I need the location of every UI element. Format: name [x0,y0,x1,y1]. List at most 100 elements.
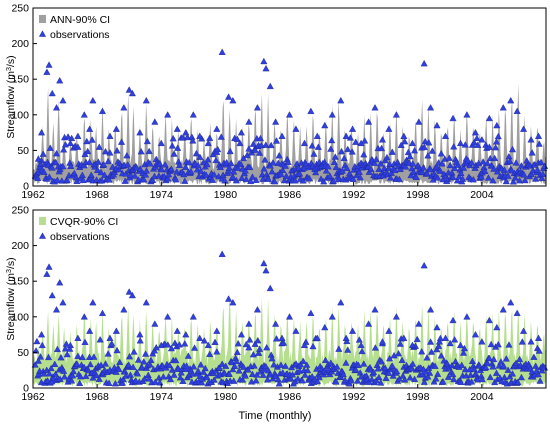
observation-point [210,376,218,383]
observation-point [225,164,233,171]
observation-point [468,378,476,385]
observation-point [419,168,427,175]
panel-2: 0 50 100 150 200 250 1962 1968 1974 1980 1986 1992 1… [5,205,549,403]
observation-point [40,168,48,175]
observation-point [104,157,112,165]
observation-point [167,344,175,352]
observation-point [175,341,183,348]
observation-peak-point [371,104,379,111]
observation-peak-point [266,284,274,292]
observation-point [354,361,362,369]
y-tick-label: 0 [23,383,29,395]
observation-point [378,144,386,152]
observation-point [395,175,403,183]
observation-point [477,173,485,180]
observation-point [129,363,137,370]
observation-point [474,141,482,148]
observation-point [532,175,540,182]
observation-point [143,137,151,145]
observation-point [291,177,299,184]
y-tick-label: 100 [11,311,29,323]
observation-point [375,165,383,172]
observation-peak-point [378,136,387,143]
observation-point [221,177,229,184]
observation-point [134,356,142,363]
legend-observations-label: observations [50,231,110,243]
observation-point [532,362,540,369]
observation-point [517,162,525,169]
observation-point [303,361,311,368]
observation-point [234,164,242,171]
observation-point [486,154,494,162]
observation-point [423,354,431,361]
observation-point [272,335,281,342]
observation-point [213,348,221,355]
observation-point [113,346,121,354]
observation-point [332,378,340,385]
observation-point [424,373,432,380]
observation-point [146,361,154,368]
observation-point [108,340,116,347]
observation-point [119,375,127,383]
observation-point [535,140,543,147]
observation-peak-point [38,330,46,338]
observation-peak-point [313,132,321,139]
observation-peak-point [225,93,233,100]
observation-point [225,370,233,377]
observation-point [253,371,261,378]
observation-peak-point [245,118,253,125]
observation-point [67,162,75,169]
observation-point [235,367,243,374]
observation-point [538,174,546,182]
observation-peak-point [408,139,416,147]
observation-point [262,141,270,148]
observation-peak-point [507,96,515,104]
observation-point [321,356,330,364]
observation-point [490,165,498,172]
observation-peak-point [204,341,212,349]
observation-point [166,375,175,383]
observation-point [521,176,529,184]
observation-point [52,158,60,166]
observation-point [485,354,493,362]
observation-point [341,376,349,384]
observation-point [343,164,351,171]
observation-point [284,158,292,165]
legend-band-swatch [39,15,46,23]
observation-peak-point [499,306,507,313]
observation-peak-point [272,118,280,125]
observation-point [237,160,245,168]
observation-point [184,352,192,359]
observation-point [520,171,528,178]
observation-peak-point [237,330,245,338]
observation-point [170,371,178,378]
observation-point [492,138,501,145]
observation-point [330,158,338,166]
observation-point [487,340,495,348]
observation-point [183,362,191,369]
x-tick-label: 1980 [214,189,238,201]
observation-peak-point [151,320,159,327]
observation-point [406,152,414,160]
y-tick-label: 200 [11,38,29,50]
observation-point [298,377,306,384]
observation-point [349,175,357,182]
observation-point [63,176,71,183]
observation-point [233,348,241,356]
observation-peak-point [527,338,535,345]
observation-point [31,361,39,368]
observation-point [61,345,69,352]
observation-point [131,172,139,179]
observation-peak-point [415,118,423,125]
observation-point [431,362,439,369]
legend-band-label: CVQR-90% CI [50,216,118,228]
observation-peak-point [136,128,144,136]
observation-point [206,350,214,358]
observation-point [167,165,175,172]
observation-point [423,169,431,177]
observation-point [368,375,376,383]
observation-peak-point [262,64,270,72]
observation-point [260,165,268,172]
observation-peak-point [142,298,150,306]
observation-point [161,161,169,168]
